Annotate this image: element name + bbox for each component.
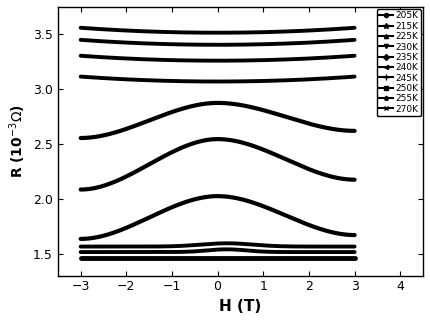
- Legend: 205K, 215K, 225K, 230K, 235K, 240K, 245K, 250K, 255K, 270K: 205K, 215K, 225K, 230K, 235K, 240K, 245K…: [377, 9, 421, 116]
- X-axis label: H (T): H (T): [219, 299, 261, 314]
- Y-axis label: R (10$^{-3}$$\Omega$): R (10$^{-3}$$\Omega$): [7, 104, 28, 178]
